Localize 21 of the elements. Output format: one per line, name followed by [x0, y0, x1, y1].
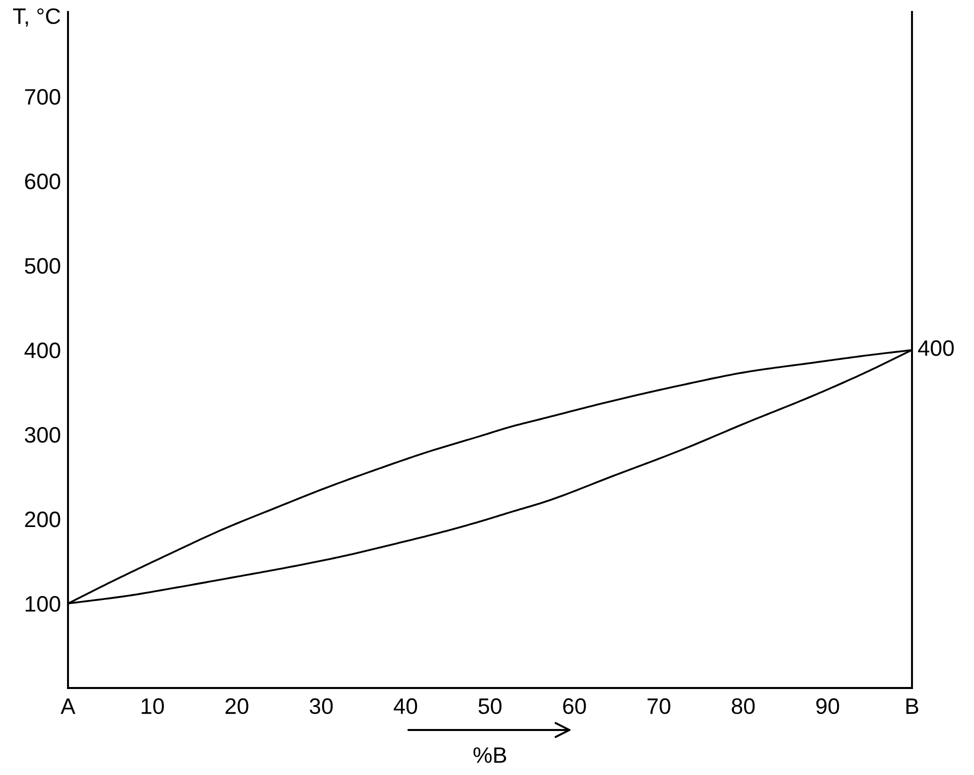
y-tick-label: 200 — [25, 512, 60, 528]
y-axis-title: T, °C — [13, 8, 60, 27]
x-tick-label: 90 — [816, 698, 840, 714]
x-tick-label: 80 — [732, 698, 755, 714]
y-tick-label: 100 — [26, 596, 60, 612]
x-tick-label: 60 — [563, 698, 586, 714]
annotation: 400 — [918, 340, 954, 356]
x-tick-label: 50 — [478, 698, 502, 714]
x-tick-label: A — [60, 698, 76, 714]
y-tick-label: 600 — [25, 174, 60, 190]
x-tick-label: 20 — [226, 698, 248, 714]
x-tick-label: 70 — [648, 698, 670, 714]
x-tick-label: 10 — [142, 698, 164, 714]
y-tick-label: 700 — [25, 89, 60, 105]
y-tick-label: 400 — [24, 342, 60, 358]
y-tick-label: 300 — [24, 427, 60, 443]
x-tick-label: B — [906, 698, 918, 714]
y-tick-label: 500 — [24, 258, 60, 274]
x-axis-title: %B — [474, 747, 506, 763]
x-tick-label: 30 — [310, 698, 333, 714]
x-tick-label: 40 — [394, 698, 418, 714]
